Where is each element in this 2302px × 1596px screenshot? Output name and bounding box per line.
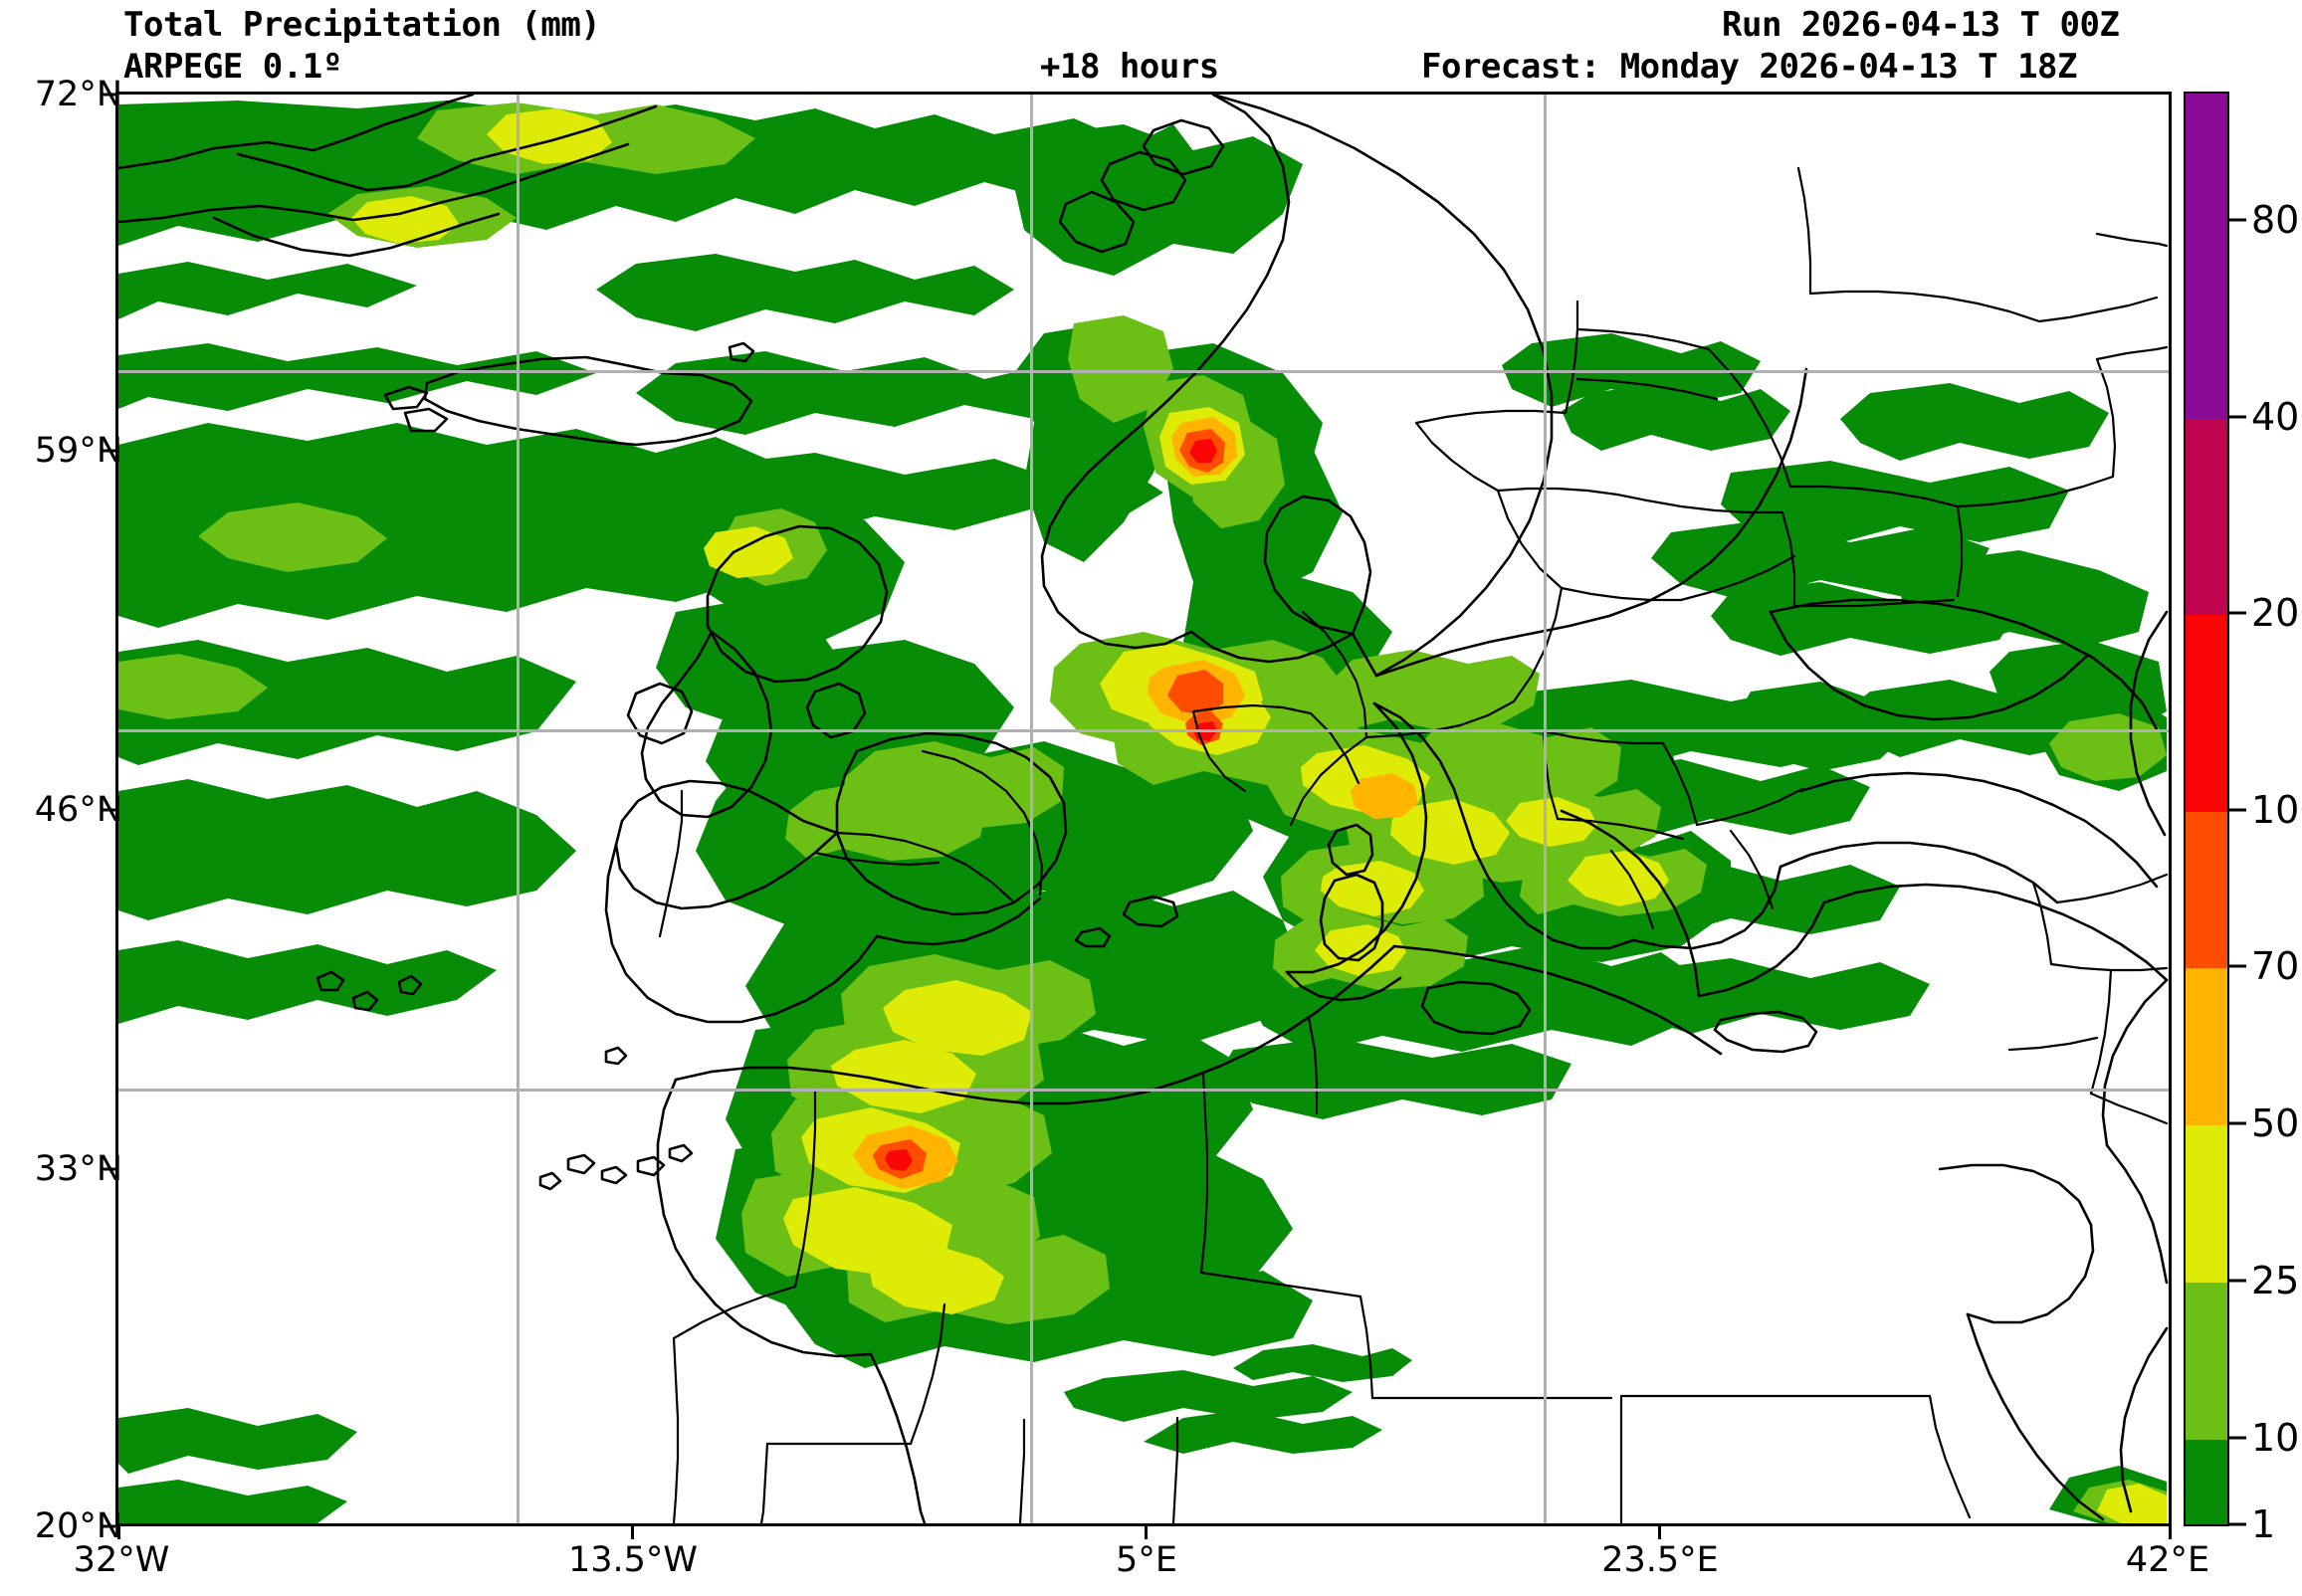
xtick-mark-5e xyxy=(1145,1526,1148,1539)
xtick-mark-23-5e xyxy=(1658,1526,1661,1539)
colorbar-label-800: 800 xyxy=(2251,198,2302,242)
xtick-mark-13-5w xyxy=(631,1526,634,1539)
colorbar-label-70: 70 xyxy=(2251,944,2300,988)
colorbar-label-100: 100 xyxy=(2251,788,2302,832)
xtick-label-13-5w: 13.5°W xyxy=(567,1540,699,1580)
ytick-mark-20n xyxy=(102,1524,115,1528)
colorbar-segment-10-25 xyxy=(2186,1283,2227,1440)
colorbar-tick-1 xyxy=(2229,1522,2246,1526)
colorbar-tick-100 xyxy=(2229,808,2246,812)
colorbar-tick-10 xyxy=(2229,1436,2246,1440)
colorbar-label-200: 200 xyxy=(2251,591,2302,635)
colorbar-segment-50-70 xyxy=(2186,968,2227,1125)
colorbar-label-1: 1 xyxy=(2251,1502,2276,1546)
page-title: Total Precipitation (mm) xyxy=(123,5,601,45)
colorbar-tick-200 xyxy=(2229,611,2246,615)
colorbar-segment-70-100 xyxy=(2186,812,2227,968)
colorbar-segment-800plus xyxy=(2186,94,2227,222)
ytick-mark-72n xyxy=(102,93,115,97)
ytick-mark-46n xyxy=(102,808,115,812)
precipitation-field: .c1{fill:#068c06}.c10{fill:#6cbf15}.c25{… xyxy=(118,95,2169,1523)
map-coastlines xyxy=(118,95,2169,1523)
precip-layer-1mm xyxy=(118,100,2167,1523)
xtick-label-23-5e: 23.5°E xyxy=(1601,1540,1719,1580)
ytick-mark-59n xyxy=(102,449,115,453)
precip-layer-100mm xyxy=(885,439,1217,1171)
xtick-mark-32w xyxy=(117,1526,120,1539)
ytick-mark-33n xyxy=(102,1167,115,1171)
map-plot-area[interactable]: .c1{fill:#068c06}.c10{fill:#6cbf15}.c25{… xyxy=(115,92,2172,1526)
colorbar-tick-25 xyxy=(2229,1279,2246,1283)
map-islands xyxy=(315,970,694,1191)
colorbar-tick-70 xyxy=(2229,964,2246,968)
lead-time-label: +18 hours xyxy=(1040,47,1219,87)
colorbar-label-25: 25 xyxy=(2251,1259,2300,1302)
colorbar-label-50: 50 xyxy=(2251,1101,2300,1145)
run-time-label: Run 2026-04-13 T 00Z xyxy=(1722,5,2120,45)
colorbar-segment-100-200 xyxy=(2186,615,2227,812)
map-borders xyxy=(658,166,2169,1523)
colorbar-segment-200-400 xyxy=(2186,419,2227,615)
colorbar-label-10: 10 xyxy=(2251,1416,2300,1460)
xtick-mark-42e xyxy=(2169,1526,2172,1539)
forecast-time-label: Forecast: Monday 2026-04-13 T 18Z xyxy=(1421,47,2078,87)
colorbar[interactable] xyxy=(2184,92,2229,1526)
colorbar-label-400: 400 xyxy=(2251,395,2302,439)
colorbar-segment-400-800 xyxy=(2186,222,2227,419)
xtick-label-5e: 5°E xyxy=(1116,1540,1177,1580)
xtick-label-32w: 32°W xyxy=(73,1540,170,1580)
colorbar-tick-400 xyxy=(2229,415,2246,419)
colorbar-segment-25-50 xyxy=(2186,1125,2227,1283)
colorbar-segment-1-10 xyxy=(2186,1440,2227,1524)
model-label: ARPEGE 0.1º xyxy=(123,47,342,87)
colorbar-tick-50 xyxy=(2229,1121,2246,1125)
colorbar-tick-800 xyxy=(2229,218,2246,222)
xtick-label-42e: 42°E xyxy=(2125,1540,2210,1580)
